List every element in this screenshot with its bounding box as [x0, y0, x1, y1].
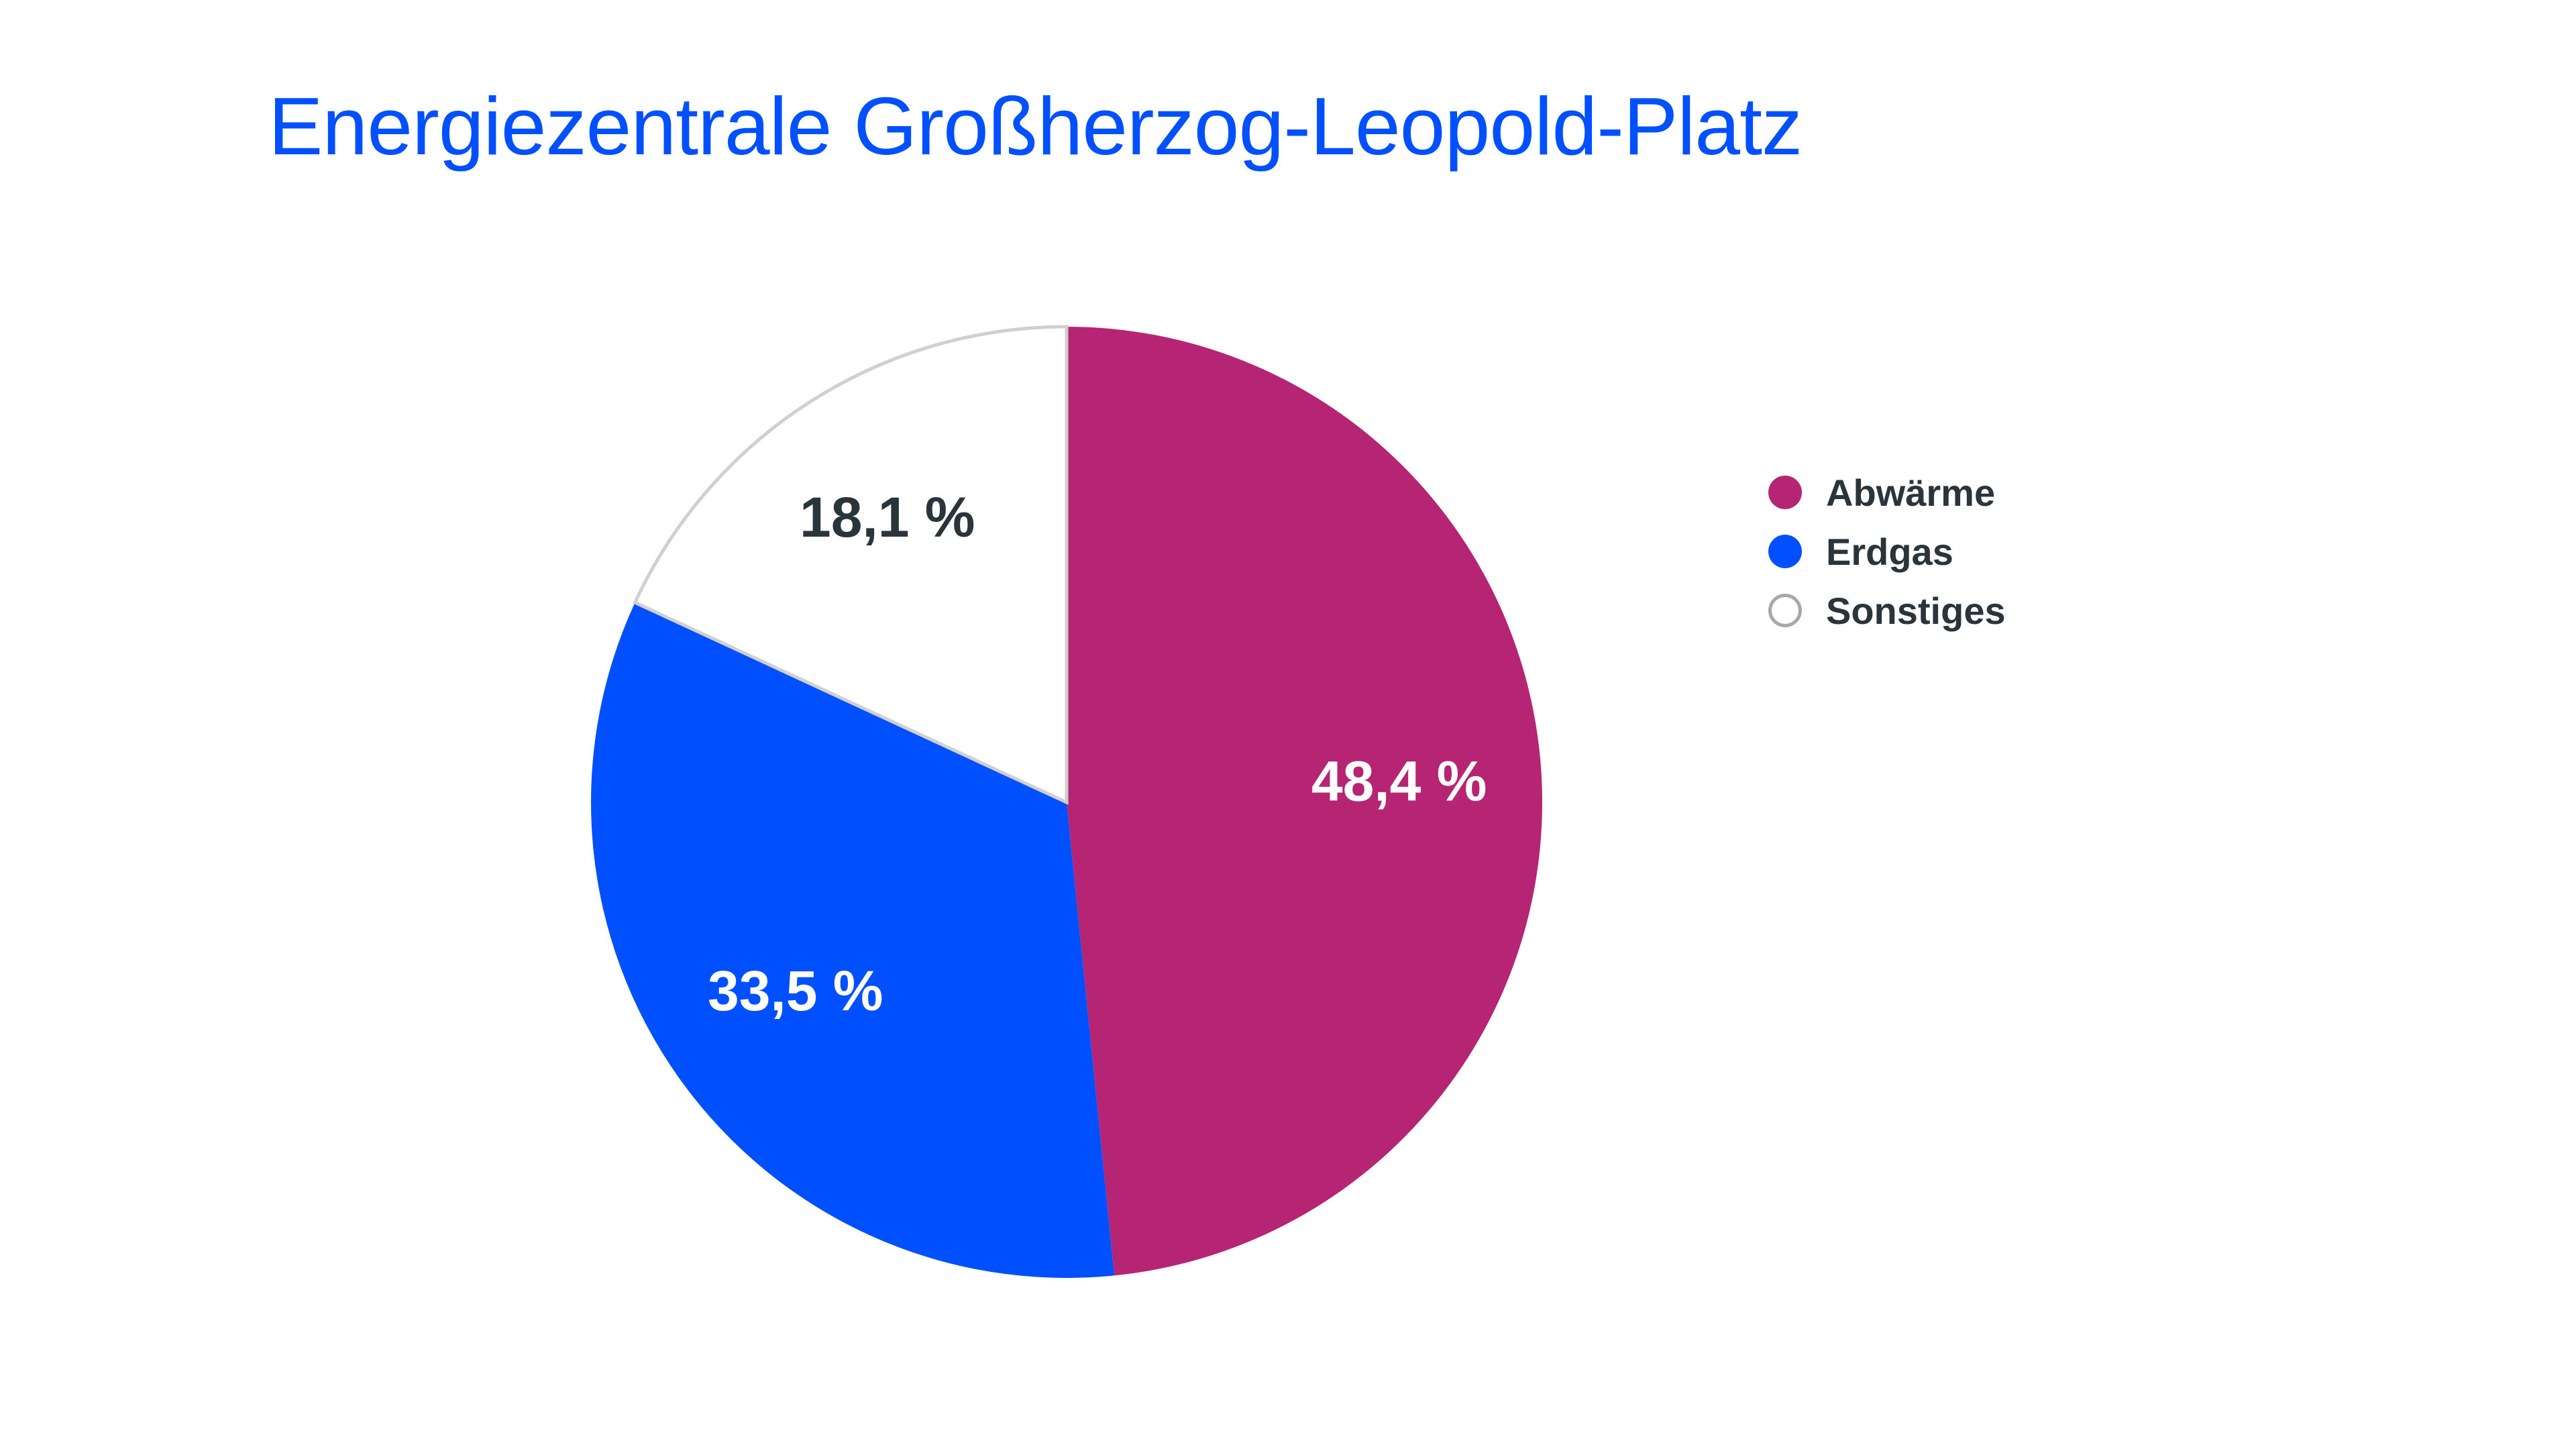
pie-slice-erdgas [591, 602, 1115, 1278]
chart-title: Energiezentrale Großherzog-Leopold-Platz [268, 80, 1803, 172]
legend-item-sonstiges: Sonstiges [1768, 581, 2006, 640]
legend-label: Sonstiges [1826, 589, 2006, 632]
legend-swatch [1768, 535, 1802, 568]
legend-swatch [1768, 476, 1802, 509]
legend-label: Erdgas [1826, 530, 1953, 573]
legend-item-erdgas: Erdgas [1768, 522, 2006, 581]
data-label: 48,4 % [1311, 749, 1487, 812]
data-label: 18,1 % [800, 486, 975, 549]
legend-item-abwaerme: Abwärme [1768, 463, 2006, 522]
legend: Abwärme Erdgas Sonstiges [1768, 463, 2006, 640]
legend-swatch [1768, 594, 1802, 627]
pie-slice-sonstiges [633, 325, 1069, 805]
legend-label: Abwärme [1826, 471, 1996, 514]
data-label: 33,5 % [708, 959, 883, 1022]
pie-slice-abwärme [1067, 327, 1542, 1276]
